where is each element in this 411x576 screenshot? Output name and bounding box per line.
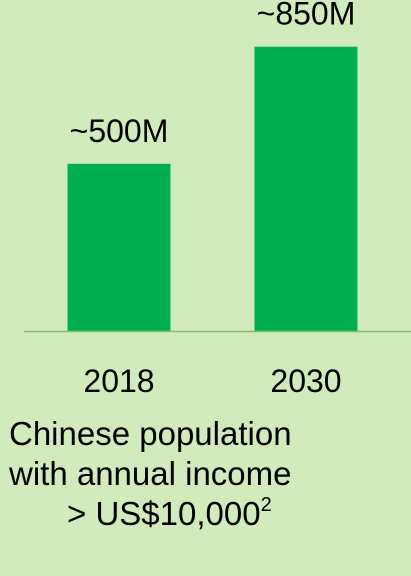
x-tick-label-2018: 2018 xyxy=(83,363,154,399)
data-label-2018: ~500M xyxy=(70,113,169,149)
caption-line-2: with annual income xyxy=(9,455,292,492)
data-labels-group: ~500M ~850M xyxy=(70,0,356,149)
caption-line-1: Chinese population xyxy=(9,415,292,452)
bar-chart: ~500M ~850M 2018 2030 xyxy=(24,0,411,399)
bars-group xyxy=(67,46,358,331)
caption-line-3: > US$10,0002 xyxy=(0,494,411,534)
bar-2018 xyxy=(67,163,171,331)
caption-line-3-text: > US$10,000 xyxy=(67,495,261,532)
x-tick-label-2030: 2030 xyxy=(270,363,341,399)
bar-2030 xyxy=(254,46,358,331)
chart-caption: Chinese population with annual income > … xyxy=(0,414,411,534)
footnote-marker: 2 xyxy=(260,494,272,516)
x-tick-labels-group: 2018 2030 xyxy=(83,363,341,399)
data-label-2030: ~850M xyxy=(257,0,356,32)
